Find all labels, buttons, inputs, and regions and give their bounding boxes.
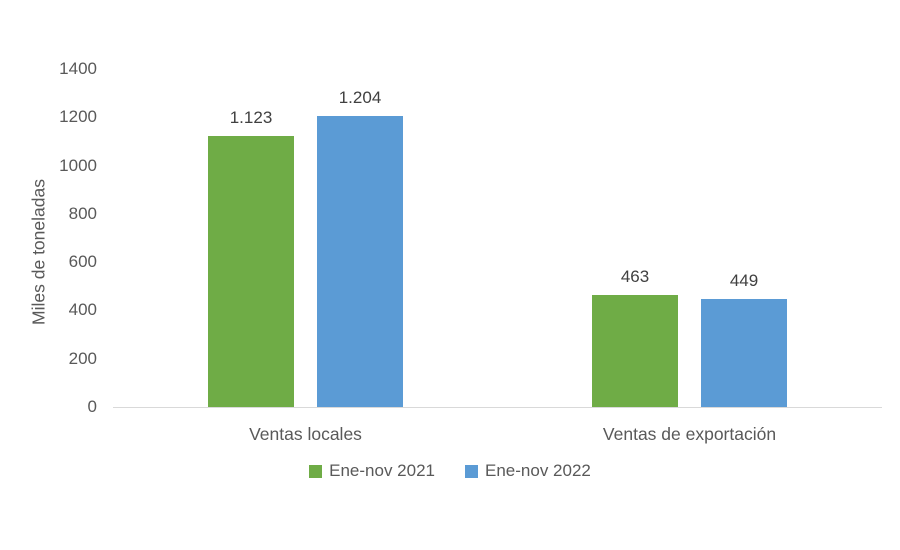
bar-ene-nov-2021-ventas-de-exportaci-n [592,295,678,407]
y-axis-tick-label: 800 [68,203,97,223]
y-axis-title: Miles de toneladas [28,179,49,325]
bar-ene-nov-2022-ventas-de-exportaci-n [701,298,787,407]
legend-label: Ene-nov 2022 [485,461,591,480]
y-axis-tick-label: 1400 [59,59,97,78]
y-axis-tick-label: 200 [68,348,97,368]
bar-ene-nov-2021-ventas-locales [208,135,294,407]
y-axis-tick-label: 400 [68,300,97,320]
legend: Ene-nov 2021 Ene-nov 2022 [0,461,900,481]
bar-value-label: 449 [729,270,759,290]
x-axis-category-label: Ventas locales [249,424,362,444]
y-axis-tick-label: 600 [68,252,97,272]
y-axis-tick-label: 1000 [59,155,97,175]
bar-value-label: 463 [620,267,650,287]
legend-color-swatch-icon [309,464,323,478]
legend-item-ene-nov-2021: Ene-nov 2021 [309,461,435,481]
x-axis-category-label: Ventas de exportación [602,424,777,444]
bar-value-label: 1.204 [338,88,382,108]
y-axis-tick-label: 0 [87,397,97,416]
x-axis-line [113,407,882,408]
legend-color-swatch-icon [465,464,478,478]
y-axis-tick-label: 1200 [59,107,97,127]
bar-value-label: 1.123 [229,107,273,127]
legend-label: Ene-nov 2021 [329,461,435,480]
bar-ene-nov-2022-ventas-locales [317,116,403,407]
legend-item-ene-nov-2022: Ene-nov 2022 [465,461,591,481]
